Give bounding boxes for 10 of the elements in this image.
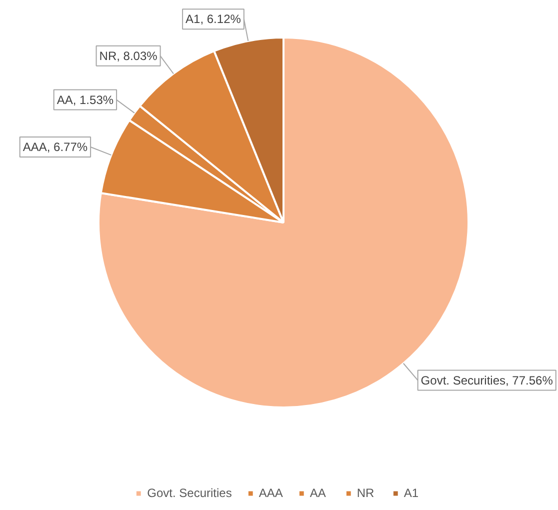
data-label: A1, 6.12%: [186, 12, 242, 26]
legend-label: Govt. Securities: [147, 486, 232, 500]
legend-label: NR: [356, 486, 376, 500]
data-label: AA, 1.53%: [56, 92, 114, 107]
data-label: Govt. Securities, 77.56%: [420, 373, 554, 388]
legend-label: AAA: [258, 486, 283, 500]
legend-label: A1: [404, 486, 420, 500]
data-label: AAA, 6.77%: [22, 140, 88, 154]
legend-label: AA: [310, 486, 327, 500]
data-label: NR, 8.03%: [99, 48, 158, 63]
